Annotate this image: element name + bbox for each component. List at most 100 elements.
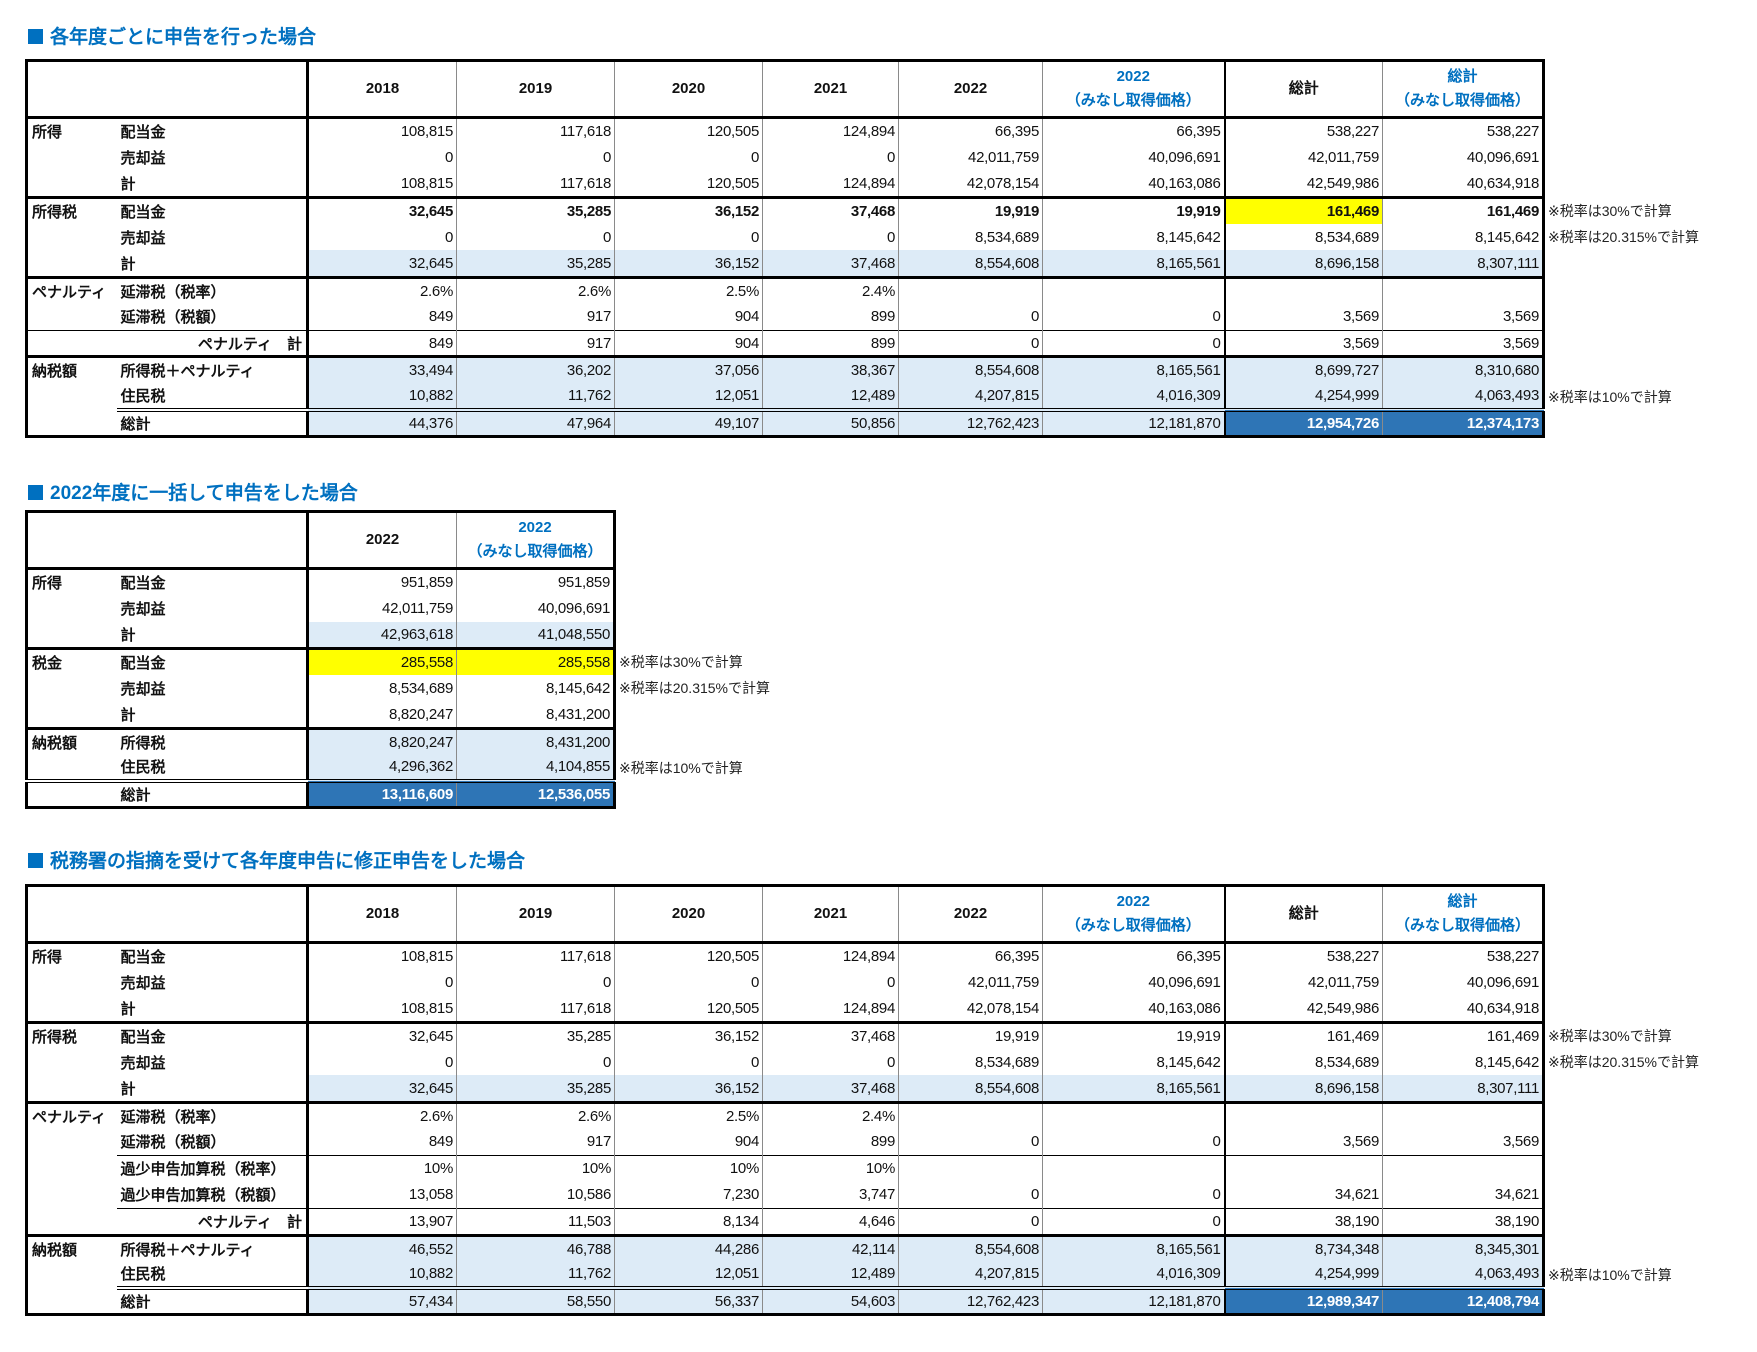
table-cell: 8,431,200 — [456, 701, 616, 729]
column-header: 2022 — [898, 59, 1043, 119]
table-cell: 0 — [762, 144, 899, 171]
table-cell: 4,207,815 — [898, 383, 1043, 411]
row-note — [1544, 250, 1744, 277]
table-cell: 849 — [307, 303, 457, 331]
row-group-label — [25, 383, 117, 411]
table-cell: 11,503 — [456, 1207, 615, 1236]
header-corner — [25, 59, 309, 119]
table-cell: 8,534,689 — [898, 223, 1043, 251]
row-item-label: 売却益 — [116, 969, 309, 996]
note-spacer — [615, 512, 815, 569]
note-spacer — [1544, 61, 1744, 118]
column-header-sublabel: （みなし取得価格） — [1394, 92, 1530, 109]
row-item-label: 配当金 — [116, 116, 309, 145]
row-note — [1544, 1129, 1744, 1156]
column-header-label: 総計 — [1447, 68, 1478, 85]
row-item-label: 売却益 — [116, 144, 309, 171]
column-header: 2018 — [307, 884, 457, 944]
table-cell: 0 — [762, 223, 899, 251]
table-cell: 117,618 — [456, 995, 615, 1023]
table-row: 総計 44,376 47,964 49,107 50,856 12,762,423 12,1… — [25, 408, 1744, 439]
row-note — [1544, 969, 1744, 996]
table-cell: 124,894 — [762, 995, 899, 1023]
table-cell: 38,367 — [762, 355, 899, 384]
row-item-label: 計 — [116, 995, 309, 1023]
table-cell: 124,894 — [762, 941, 899, 970]
row-note — [615, 622, 815, 649]
table-cell: 4,296,362 — [307, 754, 457, 782]
column-header: 2018 — [307, 59, 457, 119]
row-note — [1544, 144, 1744, 171]
table-cell: 0 — [307, 969, 457, 996]
data-table: 2022 2022 （みなし取得価格） 所得 配当金 951,859 951,859 売却益 4… — [25, 510, 816, 810]
table-cell: 11,762 — [456, 383, 615, 411]
table-cell: 42,011,759 — [898, 969, 1043, 996]
table-cell: 0 — [762, 1048, 899, 1076]
table-cell: 50,856 — [762, 408, 899, 439]
table-cell: 37,468 — [762, 1020, 899, 1049]
table-cell: 10% — [614, 1154, 763, 1182]
table-cell: 12,489 — [762, 1261, 899, 1289]
table-cell: 42,549,986 — [1224, 995, 1383, 1023]
table-cell: 8,307,111 — [1382, 1075, 1545, 1103]
table-cell — [1042, 275, 1226, 304]
table-cell: 42,963,618 — [307, 621, 457, 649]
column-header: 総計 — [1224, 884, 1383, 944]
row-note — [615, 595, 815, 622]
header-corner — [25, 884, 309, 944]
table-cell: 0 — [1042, 1181, 1226, 1209]
row-item-label: 配当金 — [116, 941, 309, 970]
row-note — [1544, 1235, 1744, 1262]
row-note — [1544, 277, 1744, 304]
section-title-3: 税務署の指摘を受けて各年度申告に修正申告をした場合 — [28, 846, 525, 873]
section-title-text: 2022年度に一括して申告をした場合 — [50, 483, 358, 504]
column-header: 2022 — [307, 510, 457, 570]
column-header-label: 2019 — [518, 80, 553, 97]
table-cell: 951,859 — [456, 567, 616, 596]
table-cell: 66,395 — [898, 941, 1043, 970]
table-cell: 32,645 — [307, 1020, 457, 1049]
row-group-label: 所得 — [25, 941, 117, 970]
table-cell: 54,603 — [762, 1286, 899, 1317]
table-cell: 40,634,918 — [1382, 170, 1545, 198]
table-cell: 40,096,691 — [1042, 969, 1226, 996]
table-cell: 4,063,493 — [1382, 383, 1545, 411]
table-row: 総計 13,116,609 12,536,055 — [25, 779, 815, 810]
table-cell: 19,919 — [898, 1020, 1043, 1049]
row-group-label — [25, 170, 117, 198]
row-note: ※税率は20.315%で計算 — [1548, 1054, 1699, 1071]
table-cell: 42,011,759 — [898, 144, 1043, 171]
row-group-label — [25, 1075, 117, 1103]
table-row: ペナルティ 計 849 917 904 899 0 0 3,569 3,569 — [25, 329, 1744, 357]
table-cell: 32,645 — [307, 195, 457, 224]
table-cell: 120,505 — [614, 116, 763, 145]
row-group-label — [25, 1128, 117, 1156]
row-group-label — [25, 303, 117, 331]
table-cell: 8,554,608 — [898, 1075, 1043, 1103]
table-cell: 899 — [762, 329, 899, 357]
table-cell: 36,152 — [614, 1075, 763, 1103]
column-header-label: 2022 — [953, 905, 988, 922]
column-header-label: 2022 — [1116, 893, 1150, 910]
note-spacer — [1544, 886, 1744, 943]
table-cell: 12,954,726 — [1224, 408, 1383, 439]
table-cell: 66,395 — [1042, 941, 1226, 970]
table-cell: 899 — [762, 1128, 899, 1156]
row-group-label: 納税額 — [25, 1233, 117, 1262]
column-header-label: 2020 — [671, 905, 706, 922]
column-header-sublabel: （みなし取得価格） — [1065, 92, 1201, 109]
table-cell: 538,227 — [1224, 941, 1383, 970]
table-cell: 0 — [456, 969, 615, 996]
row-note — [1544, 943, 1744, 970]
table-cell: 0 — [614, 223, 763, 251]
table-cell: 0 — [1042, 303, 1226, 331]
table-cell: 8,134 — [614, 1207, 763, 1236]
table-cell: 8,534,689 — [1224, 223, 1383, 251]
table-row: 売却益 0 0 0 0 8,534,689 8,145,642 8,534,689 8,145,… — [25, 223, 1744, 251]
table-cell: 12,374,173 — [1382, 408, 1545, 439]
column-header-label: 2021 — [813, 80, 848, 97]
table-cell: 8,534,689 — [1224, 1048, 1383, 1076]
table-cell: 4,207,815 — [898, 1261, 1043, 1289]
row-group-label — [25, 1288, 117, 1317]
row-group-label — [25, 144, 117, 171]
